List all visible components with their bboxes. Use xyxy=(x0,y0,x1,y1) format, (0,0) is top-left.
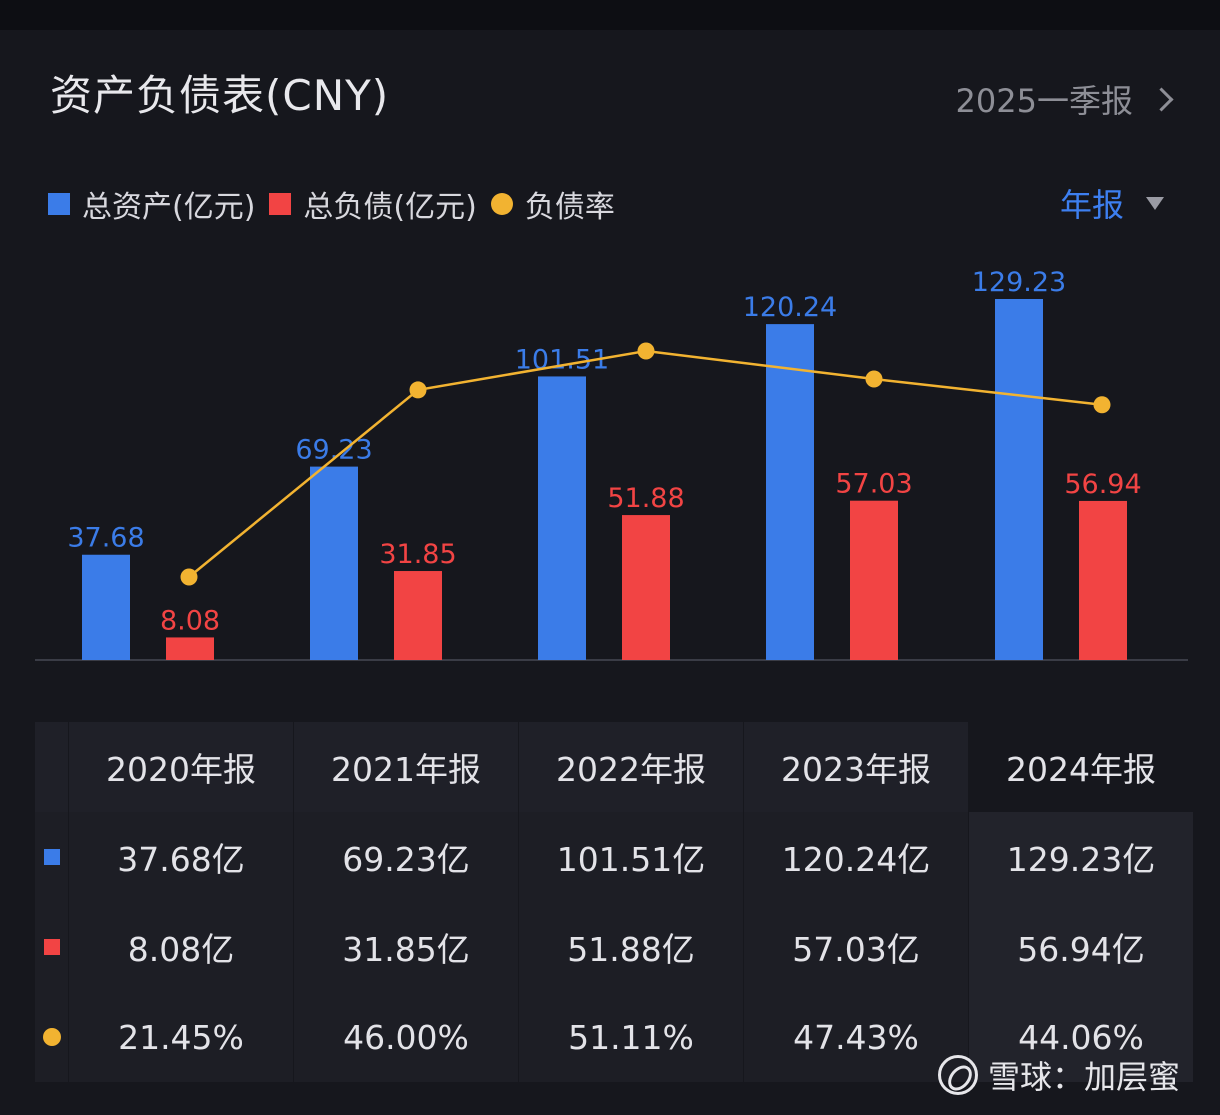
legend-ratio: 负债率 xyxy=(490,182,615,226)
table-row: 21.45% 46.00% 51.11% 47.43% 44.06% xyxy=(35,992,1194,1082)
caret-down-icon xyxy=(1146,196,1164,210)
table-cell: 46.00% xyxy=(294,992,519,1082)
liabilities-data-label: 51.88 xyxy=(607,483,684,514)
liabilities-bar xyxy=(622,515,670,660)
assets-data-label: 37.68 xyxy=(67,523,144,554)
report-period-label: 2025一季报 xyxy=(955,82,1133,120)
legend-dot-icon xyxy=(490,193,513,215)
table-header-cell: 2022年报 xyxy=(519,722,744,812)
legend-square-icon xyxy=(269,193,292,215)
legend-square-icon xyxy=(48,193,70,215)
xueqiu-logo-icon xyxy=(937,1055,978,1095)
period-type-dropdown[interactable]: 年报 xyxy=(1060,180,1164,226)
ratio-point xyxy=(409,381,427,399)
table-cell: 129.23亿 xyxy=(969,812,1194,902)
table-cell: 101.51亿 xyxy=(519,812,744,902)
report-period-link[interactable]: 2025一季报 xyxy=(955,76,1174,122)
ratio-dot-icon xyxy=(42,1028,61,1046)
page-title: 资产负债表(CNY) xyxy=(50,71,390,120)
row-marker xyxy=(35,812,69,902)
watermark-text: 雪球：加层蜜 xyxy=(987,1058,1180,1096)
table-header-cell: 2023年报 xyxy=(744,722,969,812)
table-cell: 21.45% xyxy=(69,992,294,1082)
row-marker xyxy=(35,992,69,1082)
assets-bar xyxy=(995,299,1043,660)
table-row: 37.68亿 69.23亿 101.51亿 120.24亿 129.23亿 xyxy=(35,812,1194,902)
table-cell: 47.43% xyxy=(744,992,969,1082)
watermark: 雪球：加层蜜 xyxy=(937,1052,1180,1098)
liabilities-bar xyxy=(394,571,442,660)
legend-assets-label: 总资产(亿元) xyxy=(82,190,256,225)
balance-sheet-chart: 37.688.0869.2331.85101.5151.88120.2457.0… xyxy=(35,267,1188,661)
table-cell: 69.23亿 xyxy=(294,812,519,902)
table-row: 8.08亿 31.85亿 51.88亿 57.03亿 56.94亿 xyxy=(35,902,1194,992)
assets-data-label: 69.23 xyxy=(295,435,372,466)
ratio-point xyxy=(637,342,655,360)
data-table: 2020年报 2021年报 2022年报 2023年报 2024年报 37.68… xyxy=(35,722,1194,1082)
liabilities-data-label: 31.85 xyxy=(379,539,456,570)
table-corner-cell xyxy=(35,722,69,812)
assets-bar xyxy=(766,324,814,660)
table-cell: 56.94亿 xyxy=(969,902,1194,992)
liabilities-data-label: 56.94 xyxy=(1064,469,1141,500)
assets-data-label: 129.23 xyxy=(972,267,1066,298)
assets-data-label: 120.24 xyxy=(743,292,837,323)
ratio-point xyxy=(180,568,198,586)
table-header-cell: 2021年报 xyxy=(294,722,519,812)
table-header-cell: 2024年报 xyxy=(969,722,1194,812)
table-cell: 8.08亿 xyxy=(69,902,294,992)
chevron-right-icon xyxy=(1149,86,1174,112)
assets-bar xyxy=(538,376,586,660)
liabilities-bar xyxy=(850,500,898,660)
liabilities-data-label: 57.03 xyxy=(835,469,912,500)
period-type-label: 年报 xyxy=(1059,186,1124,224)
assets-square-icon xyxy=(43,849,60,865)
row-marker xyxy=(35,902,69,992)
ratio-point xyxy=(1093,396,1111,414)
assets-bar xyxy=(310,466,358,660)
legend-liabilities-label: 总负债(亿元) xyxy=(303,190,477,225)
legend-assets: 总资产(亿元) xyxy=(48,182,255,226)
liabilities-bar xyxy=(1079,500,1127,660)
assets-bar xyxy=(82,554,130,660)
liabilities-square-icon xyxy=(43,939,60,955)
table-header-cell: 2020年报 xyxy=(69,722,294,812)
liabilities-bar xyxy=(166,637,214,660)
legend-ratio-label: 负债率 xyxy=(524,190,615,225)
ratio-point xyxy=(865,370,883,388)
table-cell: 51.11% xyxy=(519,992,744,1082)
table-cell: 37.68亿 xyxy=(69,812,294,902)
table-cell: 44.06% xyxy=(969,992,1194,1082)
chart-legend: 总资产(亿元) 总负债(亿元) 负债率 xyxy=(48,182,629,226)
liabilities-data-label: 8.08 xyxy=(160,605,220,636)
table-cell: 31.85亿 xyxy=(294,902,519,992)
legend-liabilities: 总负债(亿元) xyxy=(269,182,477,226)
table-cell: 120.24亿 xyxy=(744,812,969,902)
table-header-row: 2020年报 2021年报 2022年报 2023年报 2024年报 xyxy=(35,722,1194,812)
table-cell: 57.03亿 xyxy=(744,902,969,992)
table-cell: 51.88亿 xyxy=(519,902,744,992)
